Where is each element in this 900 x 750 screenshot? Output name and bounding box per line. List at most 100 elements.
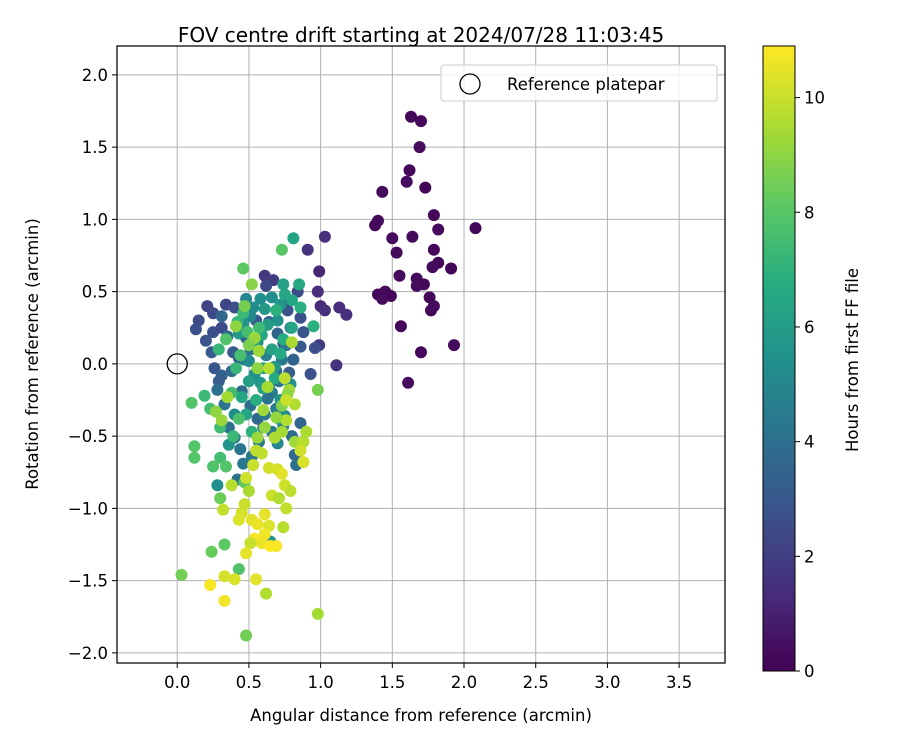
reference-platepar-marker <box>166 353 188 375</box>
x-axis-label: Angular distance from reference (arcmin) <box>250 706 592 725</box>
x-tick-label: 1.5 <box>379 673 405 692</box>
x-tick-label: 2.0 <box>451 673 477 692</box>
scatter-point <box>240 547 253 560</box>
y-tick-label: −2.0 <box>68 644 108 663</box>
scatter-point <box>247 459 260 471</box>
scatter-point <box>287 353 300 366</box>
scatter-point <box>275 467 288 480</box>
scatter-point <box>285 321 298 334</box>
y-tick-label: 1.5 <box>82 138 108 157</box>
scatter-point <box>220 460 232 473</box>
scatter-point <box>445 262 458 275</box>
scatter-point <box>313 265 326 278</box>
scatter-point <box>301 243 314 256</box>
scatter-point <box>274 347 287 360</box>
scatter-point <box>376 292 389 305</box>
y-tick-label: −1.5 <box>68 572 108 591</box>
scatter-point <box>280 502 293 515</box>
scatter-point <box>217 503 230 516</box>
scatter-point <box>268 372 281 385</box>
scatter-point <box>188 440 201 453</box>
y-tick-label: 0.0 <box>82 355 108 374</box>
x-tick-label: 2.5 <box>523 673 549 692</box>
plot-frame <box>116 45 726 664</box>
colorbar-tick-label: 10 <box>804 89 825 108</box>
scatter-point <box>230 320 242 333</box>
scatter-point <box>221 391 234 404</box>
scatter-point <box>211 479 224 492</box>
scatter-point <box>214 451 227 464</box>
scatter-point <box>232 563 245 576</box>
scatter-point <box>287 232 300 245</box>
y-axis-label: Rotation from reference (arcmin) <box>23 218 42 490</box>
scatter-point <box>258 421 271 434</box>
scatter-point <box>308 342 321 354</box>
y-axis-ticks: −2.0 −1.5 −1.0 −0.5 0.0 0.5 1.0 1.5 2.0 <box>68 66 117 663</box>
scatter-point <box>402 376 415 389</box>
scatter-point <box>270 411 283 424</box>
scatter-point <box>204 579 217 591</box>
scatter-point <box>285 336 298 349</box>
scatter-point <box>253 321 265 334</box>
chart-title: FOV centre drift starting at 2024/07/28 … <box>178 23 664 47</box>
scatter-point <box>242 339 255 352</box>
scatter-point <box>307 320 320 333</box>
scatter-point <box>215 369 228 382</box>
scatter-point <box>403 164 416 177</box>
scatter-point <box>275 425 288 438</box>
scatter-point <box>300 425 313 438</box>
scatter-point <box>270 540 283 552</box>
scatter-point <box>225 479 238 492</box>
scatter-point <box>270 304 283 317</box>
grid <box>117 46 725 663</box>
scatter-point <box>260 587 273 600</box>
scatter-point <box>427 300 440 313</box>
scatter-point <box>260 279 273 292</box>
scatter-point <box>426 261 439 274</box>
colorbar-tick-label: 0 <box>804 662 815 681</box>
y-tick-label: 0.5 <box>82 283 108 302</box>
scatter-point <box>390 246 403 259</box>
scatter-point <box>189 323 202 336</box>
scatter-point <box>232 513 245 526</box>
scatter-point <box>244 537 257 550</box>
scatter-point <box>405 110 417 123</box>
scatter-point <box>220 333 232 346</box>
scatter-point <box>284 485 297 497</box>
scatter-point <box>432 223 445 236</box>
scatter-point <box>469 222 482 235</box>
scatter-point <box>234 443 247 456</box>
colorbar <box>762 45 796 672</box>
scatter-point <box>261 381 274 393</box>
scatter-point <box>263 362 275 375</box>
scatter-point <box>271 314 284 327</box>
scatter-point <box>376 185 389 198</box>
scatter-point <box>250 444 263 457</box>
scatter-point <box>242 485 255 497</box>
scatter-point <box>280 414 293 427</box>
scatter-point <box>297 326 310 339</box>
y-tick-label: 1.0 <box>82 210 108 229</box>
colorbar-tick-label: 6 <box>804 318 815 337</box>
scatter-point <box>214 492 227 505</box>
scatter-point <box>230 362 242 375</box>
scatter-point <box>175 568 188 581</box>
x-tick-label: 1.0 <box>307 673 333 692</box>
scatter-point <box>406 230 419 243</box>
scatter-point <box>245 278 258 291</box>
data-points <box>175 110 482 642</box>
colorbar-label: Hours from first FF file <box>843 268 862 452</box>
legend-box <box>440 64 718 102</box>
scatter-point <box>265 291 278 304</box>
scatter-point <box>400 175 413 188</box>
x-axis-ticks: 0.0 0.5 1.0 1.5 2.0 2.5 3.0 3.5 <box>164 663 692 692</box>
scatter-point <box>258 303 271 315</box>
colorbar-tick-label: 2 <box>804 547 815 566</box>
y-tick-label: 2.0 <box>82 66 108 85</box>
y-tick-label: −0.5 <box>68 427 108 446</box>
scatter-point <box>235 391 248 404</box>
scatter-point <box>257 404 270 417</box>
scatter-point <box>427 243 440 256</box>
scatter-point <box>311 383 324 396</box>
scatter-point <box>448 339 460 352</box>
